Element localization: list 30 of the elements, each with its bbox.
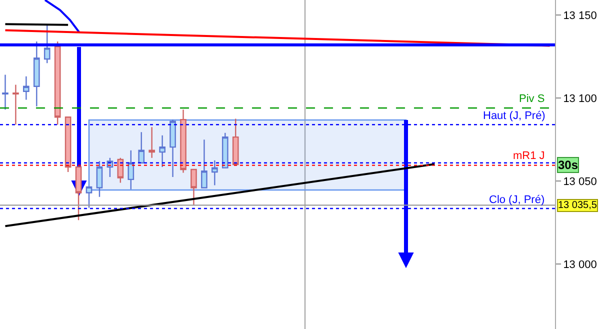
candlestick bbox=[86, 186, 92, 208]
candlestick bbox=[159, 134, 166, 168]
ref-line-label: Haut (J, Pré) bbox=[483, 110, 546, 122]
candlestick bbox=[170, 119, 176, 178]
candlestick bbox=[138, 132, 145, 164]
candlestick bbox=[190, 168, 197, 206]
candlestick bbox=[44, 24, 50, 64]
candlestick bbox=[2, 74, 8, 110]
ref-line-label: Clo (J, Pré) bbox=[489, 194, 545, 206]
candlestick bbox=[64, 116, 72, 173]
candlestick bbox=[232, 118, 239, 166]
candlestick bbox=[212, 160, 218, 186]
candlestick bbox=[180, 109, 186, 174]
candlestick bbox=[96, 160, 103, 198]
annotation: 30s bbox=[558, 158, 578, 172]
candlestick bbox=[128, 150, 134, 190]
candlestick bbox=[23, 76, 30, 100]
candlestick bbox=[201, 138, 208, 188]
ref-line-label: Piv S bbox=[519, 93, 545, 105]
y-tick-label: 13 000 bbox=[563, 259, 597, 272]
candlestick bbox=[54, 40, 61, 126]
ref-line-label: mR1 J bbox=[513, 150, 545, 162]
candlestick bbox=[33, 40, 40, 107]
y-tick-label: 13 050 bbox=[563, 176, 597, 188]
y-tick-label: 13 100 bbox=[563, 92, 597, 105]
candlestick bbox=[12, 84, 19, 126]
annotation: 13 035,5 bbox=[558, 200, 598, 211]
y-tick-label: 13 150 bbox=[563, 10, 597, 22]
candlestick bbox=[222, 132, 228, 168]
candlestick bbox=[148, 126, 156, 158]
